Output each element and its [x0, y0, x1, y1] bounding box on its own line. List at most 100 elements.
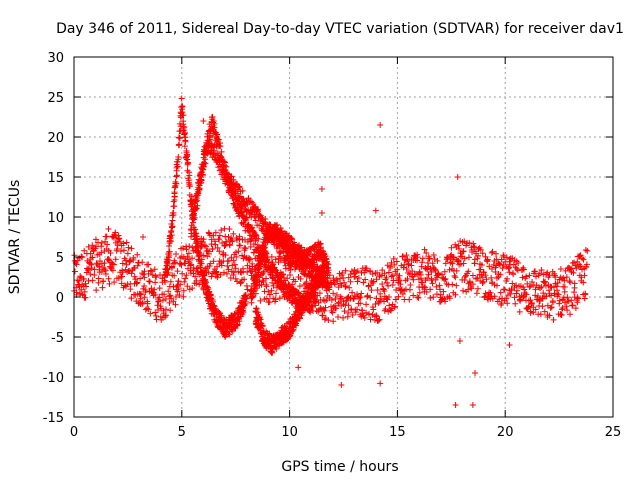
- data-point: [466, 239, 473, 246]
- data-point: [577, 263, 584, 270]
- data-point: [210, 258, 217, 265]
- data-point: [497, 289, 504, 296]
- data-point: [541, 279, 548, 286]
- data-point: [98, 239, 105, 246]
- data-point: [432, 266, 439, 273]
- data-point: [507, 290, 514, 297]
- data-point: [187, 262, 194, 269]
- data-point: [235, 248, 242, 255]
- data-point: [98, 243, 105, 250]
- data-point: [225, 233, 232, 240]
- data-point: [558, 312, 565, 319]
- data-point: [222, 159, 229, 166]
- data-point: [223, 238, 230, 245]
- data-point: [257, 297, 264, 304]
- data-point: [557, 265, 564, 272]
- data-point: [403, 265, 410, 272]
- data-point: [242, 245, 249, 252]
- data-point: [194, 202, 201, 209]
- data-point: [188, 261, 195, 268]
- x-tick-label: 20: [497, 425, 514, 440]
- data-point: [321, 316, 328, 323]
- data-point: [328, 296, 335, 303]
- data-point: [516, 308, 523, 315]
- data-point: [173, 250, 180, 257]
- data-point: [435, 270, 442, 277]
- data-point: [487, 289, 494, 296]
- data-point: [488, 249, 495, 256]
- data-point: [184, 253, 191, 260]
- data-point: [183, 272, 190, 279]
- data-point: [430, 251, 437, 258]
- data-point: [81, 247, 88, 254]
- data-point: [399, 253, 406, 260]
- data-point: [147, 310, 154, 317]
- data-point: [528, 300, 535, 307]
- data-point: [243, 214, 250, 221]
- data-point: [237, 242, 244, 249]
- data-point: [370, 306, 377, 313]
- data-point: [78, 253, 85, 260]
- data-point: [303, 278, 310, 285]
- data-point: [177, 128, 184, 135]
- data-point: [198, 241, 205, 248]
- data-point: [512, 300, 519, 307]
- data-point: [216, 236, 223, 243]
- data-point: [107, 249, 114, 256]
- data-point: [465, 268, 472, 275]
- data-point: [242, 298, 249, 305]
- data-point: [511, 294, 518, 301]
- data-point: [500, 253, 507, 260]
- data-point: [229, 193, 236, 200]
- data-point: [427, 295, 434, 302]
- data-point: [106, 280, 113, 287]
- data-point: [579, 255, 586, 262]
- data-point: [347, 271, 354, 278]
- data-point: [128, 270, 135, 277]
- data-point: [475, 252, 482, 259]
- data-point: [148, 268, 155, 275]
- data-point: [538, 284, 545, 291]
- data-point: [369, 271, 376, 278]
- y-tick-label: 25: [47, 91, 64, 106]
- data-point: [546, 312, 553, 319]
- data-point: [559, 306, 566, 313]
- data-point: [342, 283, 349, 290]
- data-point: [357, 300, 364, 307]
- y-tick-label: 0: [56, 291, 64, 306]
- data-point: [347, 278, 354, 285]
- data-point: [400, 264, 407, 271]
- data-point: [312, 292, 319, 299]
- data-point: [133, 280, 140, 287]
- data-point: [171, 203, 178, 210]
- data-point: [390, 255, 397, 262]
- data-point: [266, 299, 273, 306]
- data-point: [228, 312, 235, 319]
- data-point: [145, 261, 152, 268]
- data-point: [461, 255, 468, 262]
- data-point: [263, 275, 270, 282]
- data-point: [399, 290, 406, 297]
- data-point: [280, 274, 287, 281]
- data-point: [194, 235, 201, 242]
- data-point: [556, 297, 563, 304]
- data-point: [216, 232, 223, 239]
- data-point: [564, 307, 571, 314]
- data-point: [423, 289, 430, 296]
- data-point: [519, 274, 526, 281]
- data-point: [114, 246, 121, 253]
- y-tick-label: -5: [51, 331, 64, 346]
- data-point: [197, 264, 204, 271]
- data-point: [230, 257, 237, 264]
- data-point: [557, 311, 564, 318]
- data-point: [404, 256, 411, 263]
- data-point: [99, 284, 106, 291]
- data-point: [222, 333, 229, 340]
- data-point: [152, 312, 159, 319]
- data-point: [117, 238, 124, 245]
- data-point: [539, 303, 546, 310]
- data-point: [345, 302, 352, 309]
- data-point: [199, 165, 206, 172]
- data-point: [82, 280, 89, 287]
- data-point: [563, 303, 570, 310]
